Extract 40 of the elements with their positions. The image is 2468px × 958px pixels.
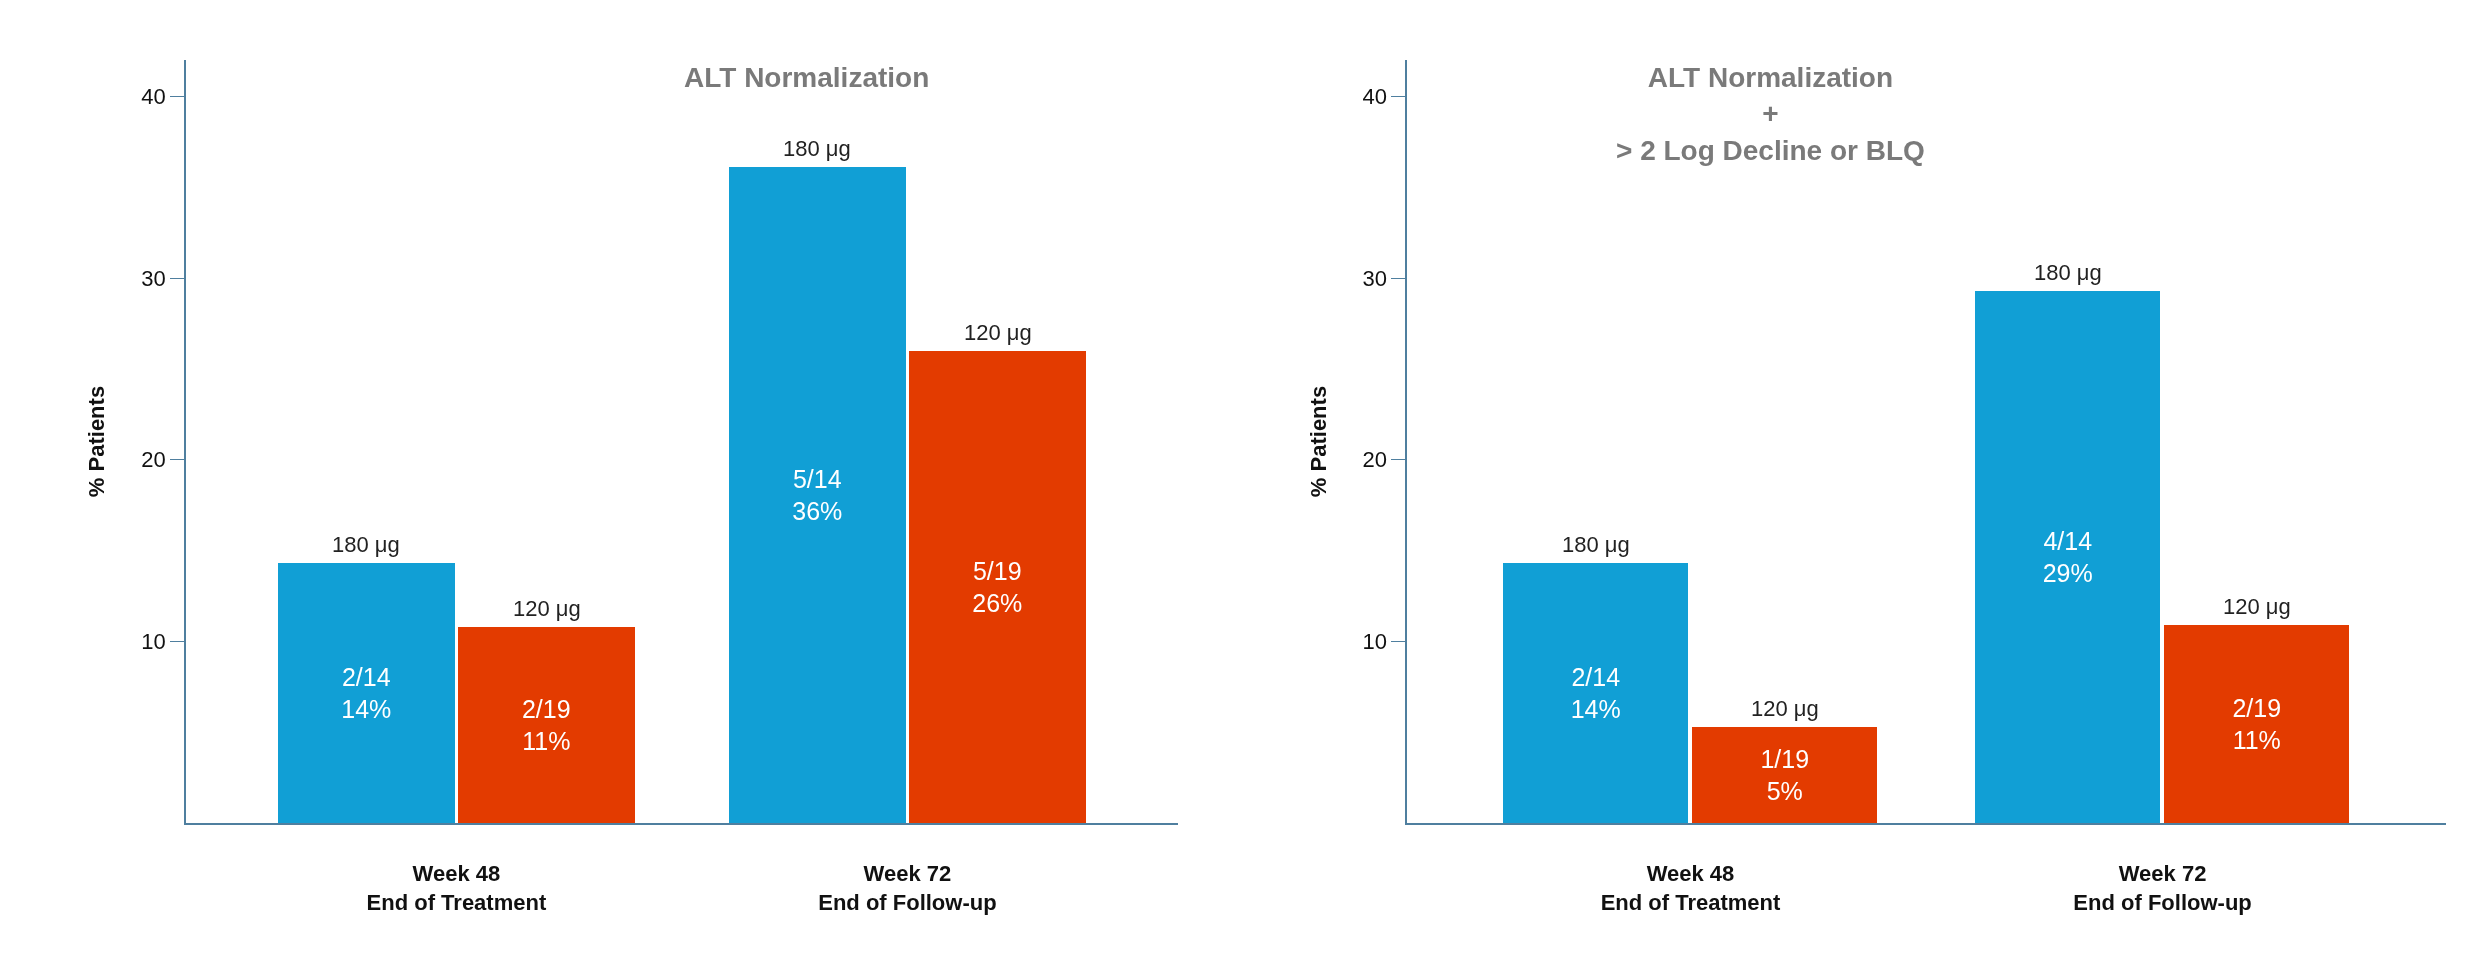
y-tick-label: 40 bbox=[1362, 84, 1388, 110]
x-tick-label: Week 72 End of Follow-up bbox=[818, 861, 997, 915]
x-tick-label: Week 48 End of Treatment bbox=[1600, 861, 1781, 915]
text: 180 μg bbox=[783, 136, 851, 161]
series-label: 180 μg bbox=[1562, 532, 1630, 557]
text: 180 μg bbox=[2034, 260, 2102, 285]
bar bbox=[908, 351, 1086, 823]
y-tick-label: 10 bbox=[1362, 629, 1388, 655]
series-label: 120 μg bbox=[1751, 696, 1819, 721]
chart-title: ALT Normalization bbox=[684, 62, 930, 93]
data-label: 2/14 14% bbox=[1570, 662, 1621, 724]
y-tick-label: 20 bbox=[141, 447, 166, 473]
y-tick-label: 40 bbox=[141, 84, 166, 110]
series-label: 180 μg bbox=[332, 532, 400, 557]
bar bbox=[1503, 563, 1689, 823]
bar bbox=[728, 167, 906, 823]
data-label: 5/14 36% bbox=[792, 464, 843, 526]
bar bbox=[457, 627, 635, 823]
y-tick-label: 30 bbox=[141, 265, 166, 291]
text: 120 μg bbox=[2223, 594, 2291, 619]
x-tick-label: Week 48 End of Treatment bbox=[366, 861, 547, 915]
y-tick-label: 20 bbox=[1362, 447, 1388, 473]
y-tick-label: 30 bbox=[1362, 265, 1388, 291]
x-tick-label: Week 72 End of Follow-up bbox=[2073, 861, 2252, 915]
y-tick-label: 10 bbox=[141, 629, 166, 655]
data-label: 5/19 26% bbox=[972, 556, 1023, 618]
y-axis-title: % Patients bbox=[1305, 385, 1331, 498]
data-label: 1/19 5% bbox=[1760, 744, 1810, 806]
text: ALT Normalization + > 2 Log Decline or BLQ bbox=[1616, 62, 1925, 166]
data-label: 2/14 14% bbox=[341, 662, 392, 724]
bar bbox=[1692, 727, 1878, 823]
data-label: 2/19 11% bbox=[2232, 693, 2282, 755]
data-label: 2/19 11% bbox=[521, 694, 571, 756]
series-label: 120 μg bbox=[513, 596, 581, 621]
data-label: 4/14 29% bbox=[2042, 526, 2093, 588]
bar bbox=[277, 563, 455, 823]
y-axis-title: % Patients bbox=[84, 385, 110, 498]
bar bbox=[1975, 291, 2161, 823]
bar bbox=[2164, 625, 2350, 823]
text: 120 μg bbox=[964, 320, 1032, 345]
